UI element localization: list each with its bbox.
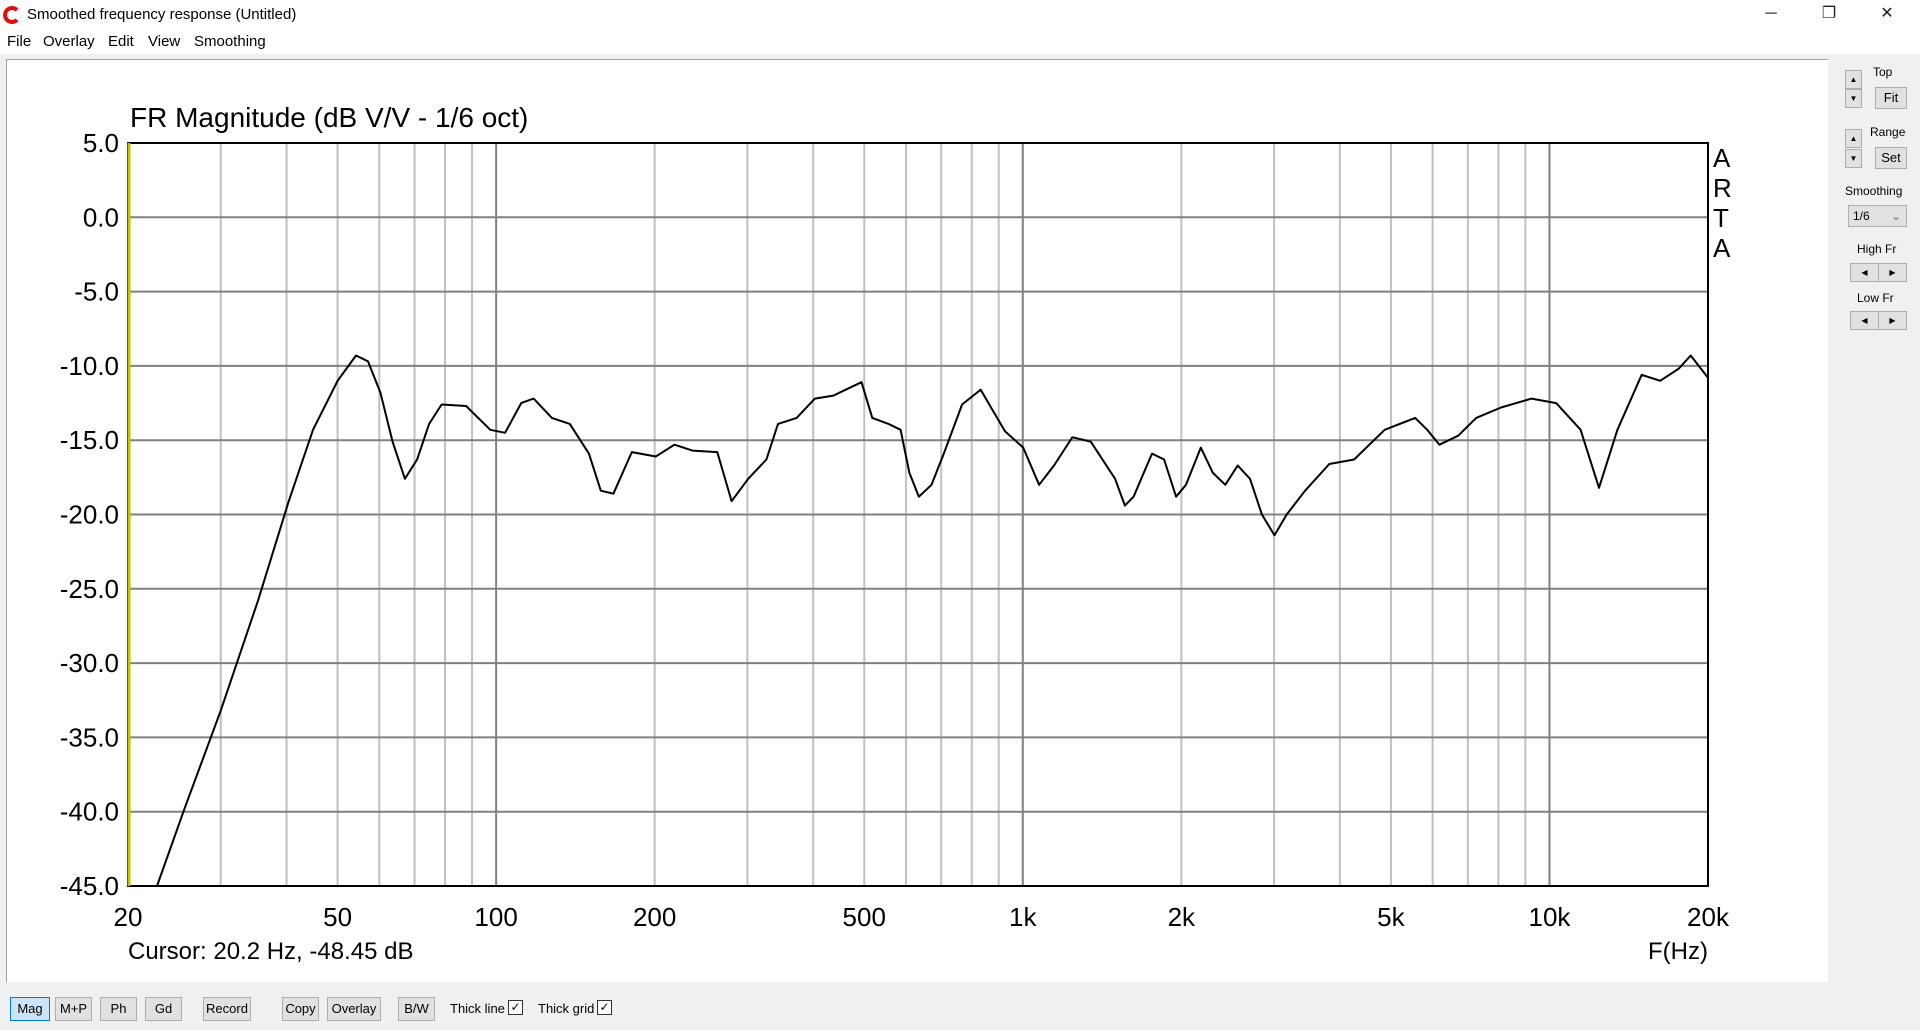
frequency-response-line [156,354,1709,887]
top-up-button[interactable]: ▲ [1845,70,1862,89]
range-label: Range [1870,125,1906,139]
title-bar: Smoothed frequency response (Untitled) ─… [0,0,1920,29]
high-fr-right-button[interactable]: ▶ [1878,263,1907,282]
gd-button[interactable]: Gd [145,997,182,1021]
y-tick-label: -5.0 [74,277,119,307]
bw-button[interactable]: B/W [398,997,435,1021]
mag-button[interactable]: Mag [10,997,50,1021]
y-tick-label: -25.0 [60,574,119,604]
x-tick-label: 50 [323,902,352,932]
range-down-button[interactable]: ▼ [1845,149,1862,168]
record-button[interactable]: Record [203,997,251,1021]
fit-button[interactable]: Fit [1875,87,1907,109]
plot-panel[interactable]: 5.0 0.0 -5.0 -10.0 -15.0 -20.0 -25.0 -30.0 -35.0… [6,59,1828,982]
x-tick-label: 2k [1168,902,1196,932]
ph-button[interactable]: Ph [100,997,137,1021]
y-tick-label: -45.0 [60,871,119,901]
copy-button[interactable]: Copy [282,997,319,1021]
overlay-button[interactable]: Overlay [327,997,381,1021]
x-tick-label: 10k [1528,902,1571,932]
close-button[interactable]: ✕ [1880,5,1894,22]
arta-letter: R [1713,173,1732,203]
x-tick-label: 20k [1687,902,1730,932]
low-fr-right-button[interactable]: ▶ [1878,311,1907,330]
chart-title: FR Magnitude (dB V/V - 1/6 oct) [130,102,528,133]
y-tick-label: 5.0 [83,128,119,158]
y-tick-label: -35.0 [60,722,119,752]
app-icon [3,6,21,24]
low-fr-label: Low Fr [1857,291,1894,305]
low-fr-left-button[interactable]: ◀ [1850,311,1879,330]
thick-grid-checkbox[interactable]: ✓ [597,1000,612,1015]
chevron-down-icon: ⌄ [1890,209,1901,223]
x-tick-label: 5k [1377,902,1405,932]
y-tick-label: -15.0 [60,425,119,455]
minimize-button[interactable]: ─ [1765,5,1777,22]
high-fr-label: High Fr [1857,242,1897,256]
maximize-button[interactable]: ❐ [1821,5,1837,22]
arta-letter: T [1713,203,1729,233]
thick-line-label: Thick line [450,1001,505,1016]
m-p-button[interactable]: M+P [55,997,92,1021]
high-fr-left-button[interactable]: ◀ [1850,263,1879,282]
x-tick-label: 100 [474,902,517,932]
smoothing-label: Smoothing [1845,184,1903,198]
window-title: Smoothed frequency response (Untitled) [27,6,297,23]
thick-line-checkbox[interactable]: ✓ [508,1000,523,1015]
x-tick-label: 20 [114,902,143,932]
y-tick-label: -20.0 [60,500,119,530]
menu-view[interactable]: View [148,33,181,50]
thick-grid-label: Thick grid [538,1001,595,1016]
x-tick-label: 200 [633,902,676,932]
menu-bar: File Overlay Edit View Smoothing [0,29,1920,54]
menu-edit[interactable]: Edit [108,33,134,50]
menu-overlay[interactable]: Overlay [43,33,95,50]
x-axis-label: F(Hz) [1648,938,1708,965]
arta-letter: A [1713,143,1731,173]
top-label: Top [1873,65,1893,79]
menu-file[interactable]: File [7,33,32,50]
top-down-button[interactable]: ▼ [1845,89,1862,108]
y-tick-label: -10.0 [60,351,119,381]
range-up-button[interactable]: ▲ [1845,129,1862,148]
smoothing-select[interactable]: 1/6 ⌄ [1848,205,1907,227]
y-tick-label: -40.0 [60,797,119,827]
menu-smoothing[interactable]: Smoothing [194,33,266,50]
arta-letter: A [1713,233,1731,263]
set-button[interactable]: Set [1875,147,1907,169]
smoothing-value: 1/6 [1853,209,1870,223]
frequency-response-chart[interactable]: 5.0 0.0 -5.0 -10.0 -15.0 -20.0 -25.0 -30.0 -35.0… [7,60,1829,983]
x-tick-label: 500 [843,902,886,932]
y-tick-label: 0.0 [83,202,119,232]
y-tick-label: -30.0 [60,648,119,678]
cursor-readout: Cursor: 20.2 Hz, -48.45 dB [128,938,413,965]
x-tick-label: 1k [1009,902,1037,932]
